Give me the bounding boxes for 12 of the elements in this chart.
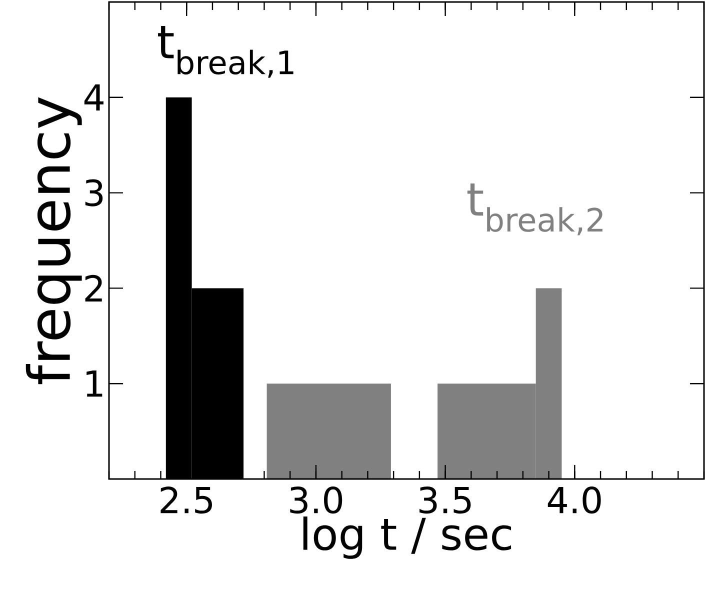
annotation: t$_{break,2}$ (467, 183, 602, 236)
y-tick-label: 3 (85, 179, 103, 206)
x-tick-label: 4.0 (548, 486, 601, 514)
x-tick-label: 2.5 (160, 486, 212, 514)
annotation: t$_{break,1}$ (158, 26, 294, 78)
y-tick-label: 4 (84, 84, 104, 110)
x-tick-label: 3.5 (420, 486, 471, 514)
x-axis-title: log t / sec (303, 516, 512, 559)
x-tick-label: 3.0 (290, 486, 342, 514)
y-tick-label: 1 (86, 370, 102, 397)
y-axis-title: frequency (26, 97, 82, 384)
y-tick-label: 2 (85, 274, 102, 302)
